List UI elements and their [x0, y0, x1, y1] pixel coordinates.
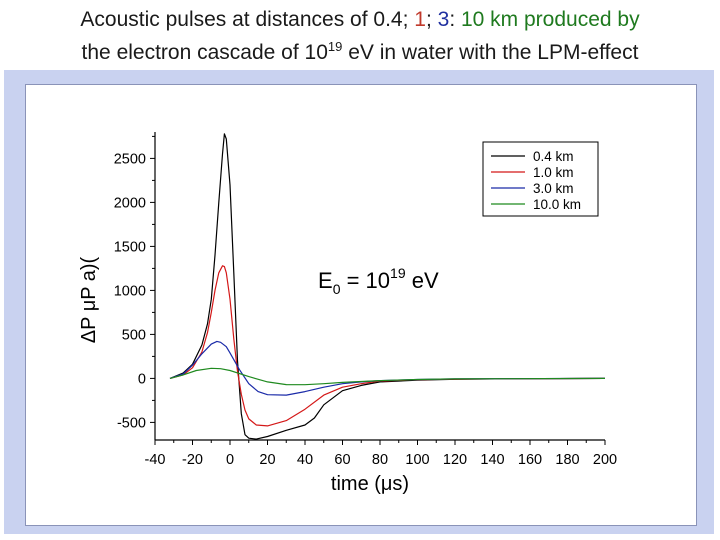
- x-tick-label: 60: [334, 452, 350, 468]
- slide-title-line-2: the electron cascade of 1019 eV in water…: [81, 39, 639, 64]
- legend-label-4: 10.0 km: [533, 197, 581, 212]
- slide-title: Acoustic pulses at distances of 0.4; 1; …: [0, 6, 720, 66]
- y-tick-label: 1000: [114, 283, 146, 299]
- x-tick-label: 180: [555, 452, 579, 468]
- slide-title-line-1: Acoustic pulses at distances of 0.4; 1; …: [80, 8, 640, 31]
- energy-annotation: E0 = 1019 eV: [318, 265, 439, 297]
- x-tick-label: 40: [297, 452, 313, 468]
- y-tick-label: 2000: [114, 195, 146, 211]
- x-tick-label: 0: [226, 452, 234, 468]
- x-tick-label: 80: [372, 452, 388, 468]
- x-tick-label: 120: [443, 452, 467, 468]
- series-line-2: [169, 265, 606, 427]
- x-tick-label: -40: [145, 452, 166, 468]
- series-line-1: [169, 133, 606, 440]
- x-tick-label: -20: [182, 452, 203, 468]
- x-tick-label: 140: [480, 452, 504, 468]
- y-tick-label: 2500: [114, 151, 146, 167]
- energy-annotation-part: 19: [390, 265, 406, 281]
- y-tick-label: 1500: [114, 239, 146, 255]
- x-tick-label: 200: [593, 452, 617, 468]
- title-distance-4: 10 km produced by: [460, 8, 640, 31]
- title-distance-3: 3: [437, 8, 450, 31]
- y-tick-label: -500: [117, 415, 146, 431]
- energy-annotation-part: 0: [333, 281, 341, 297]
- x-axis-label: time (μs): [331, 473, 409, 495]
- y-axis-label: ΔP μP a)(: [78, 256, 100, 343]
- x-tick-label: 100: [405, 452, 429, 468]
- energy-annotation-part: E: [318, 268, 333, 293]
- energy-annotation-part: eV: [406, 268, 439, 293]
- x-tick-label: 160: [518, 452, 542, 468]
- legend-label-2: 1.0 km: [533, 165, 574, 180]
- title-distance-1: 0.4: [373, 8, 403, 31]
- y-tick-label: 0: [138, 371, 146, 387]
- legend-label-3: 3.0 km: [533, 181, 574, 196]
- series-line-4: [169, 367, 606, 386]
- x-tick-label: 20: [259, 452, 275, 468]
- y-tick-label: 500: [122, 327, 146, 343]
- title-distance-2: 1: [414, 8, 426, 31]
- energy-annotation-part: = 10: [340, 268, 390, 293]
- legend-label-1: 0.4 km: [533, 149, 574, 164]
